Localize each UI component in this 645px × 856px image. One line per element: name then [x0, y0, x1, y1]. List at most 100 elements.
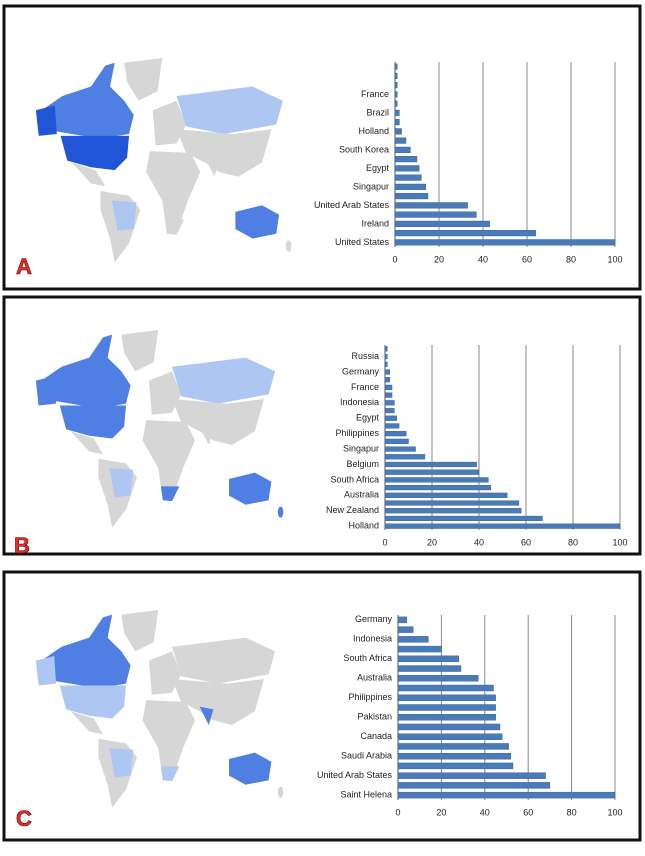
x-tick-label: 80 — [566, 254, 576, 264]
usa — [60, 135, 129, 171]
x-tick-label: 40 — [474, 537, 484, 547]
bar — [397, 772, 546, 779]
south-africa — [165, 219, 185, 235]
bar — [397, 782, 551, 789]
bar — [394, 63, 398, 70]
bar — [397, 645, 442, 653]
bar — [397, 675, 479, 682]
y-tick-label: Philippines — [348, 692, 392, 702]
x-tick-label: 100 — [607, 807, 622, 817]
bar — [394, 183, 426, 190]
x-tick-label: 80 — [567, 807, 577, 817]
australia — [235, 205, 280, 239]
y-tick-label: United Arab States — [314, 200, 390, 210]
bar — [384, 377, 390, 383]
y-tick-label: Brazil — [366, 107, 389, 117]
bar — [384, 415, 397, 421]
bar — [394, 137, 407, 144]
asia — [172, 399, 264, 445]
mexico — [72, 162, 106, 187]
russia — [172, 637, 276, 684]
y-tick-label: Philippines — [335, 428, 379, 438]
bar — [384, 369, 390, 375]
y-tick-label: Australia — [357, 673, 392, 683]
south-africa — [160, 486, 180, 502]
x-tick-label: 0 — [382, 537, 387, 547]
panel-frame — [2, 4, 642, 291]
bar — [394, 109, 400, 116]
bar — [384, 400, 395, 406]
y-tick-label: Holland — [358, 126, 389, 136]
world-map — [35, 610, 284, 808]
y-tick-label: France — [351, 382, 379, 392]
bar — [397, 723, 501, 731]
x-tick-label: 60 — [522, 254, 532, 264]
greenland — [121, 330, 159, 372]
world-map — [35, 330, 284, 528]
europe — [149, 371, 182, 415]
africa — [142, 420, 195, 501]
bar — [384, 392, 393, 398]
canada — [41, 614, 131, 689]
y-tick-label: Ireland — [361, 218, 389, 228]
bar — [394, 239, 616, 246]
y-tick-label: Singapur — [343, 443, 379, 453]
bar — [384, 407, 395, 414]
panel-frame — [2, 570, 642, 842]
brazil — [109, 748, 134, 778]
europe — [149, 651, 182, 695]
canada — [41, 62, 134, 139]
bar — [397, 626, 414, 633]
bar — [384, 461, 477, 468]
bar — [397, 636, 429, 643]
bar — [397, 752, 512, 760]
bar — [394, 72, 398, 79]
bar — [394, 230, 537, 237]
y-tick-label: Egypt — [356, 413, 380, 423]
europe — [152, 100, 186, 146]
bar — [394, 220, 490, 227]
world-map — [35, 58, 292, 263]
bar — [384, 485, 491, 491]
y-tick-label: France — [361, 89, 389, 99]
bar — [397, 743, 509, 750]
bar — [397, 616, 407, 624]
brazil — [109, 468, 134, 498]
bar — [397, 714, 496, 721]
south-africa — [160, 766, 180, 782]
bar — [394, 165, 420, 172]
x-tick-label: 60 — [521, 537, 531, 547]
bar — [394, 211, 477, 218]
alaska — [35, 376, 57, 406]
y-tick-label: Germany — [342, 366, 380, 376]
y-tick-label: United Arab States — [317, 770, 393, 780]
bar — [384, 469, 480, 475]
x-tick-label: 100 — [607, 254, 622, 264]
bar — [384, 361, 388, 367]
bar — [384, 492, 508, 498]
x-tick-label: 100 — [612, 537, 627, 547]
x-tick-label: 0 — [392, 254, 397, 264]
india — [205, 157, 220, 177]
y-tick-label: Belgium — [346, 459, 379, 469]
y-tick-label: Saudi Arabia — [341, 751, 392, 761]
x-tick-label: 40 — [480, 807, 490, 817]
y-tick-label: United States — [335, 237, 390, 247]
australia — [229, 752, 272, 785]
y-tick-label: South Korea — [339, 144, 389, 154]
bar — [394, 91, 398, 98]
bar — [397, 665, 462, 672]
greenland — [124, 58, 163, 101]
bar — [394, 128, 402, 135]
y-tick-label: Saint Helena — [340, 790, 392, 800]
asia — [176, 129, 272, 177]
y-tick-label: South Africa — [330, 474, 379, 484]
y-tick-label: Singapur — [353, 181, 389, 191]
africa — [142, 700, 195, 781]
y-tick-label: Canada — [360, 731, 392, 741]
bar — [394, 119, 400, 126]
new-zealand — [277, 506, 284, 518]
bar — [397, 655, 459, 663]
alaska — [35, 656, 57, 686]
